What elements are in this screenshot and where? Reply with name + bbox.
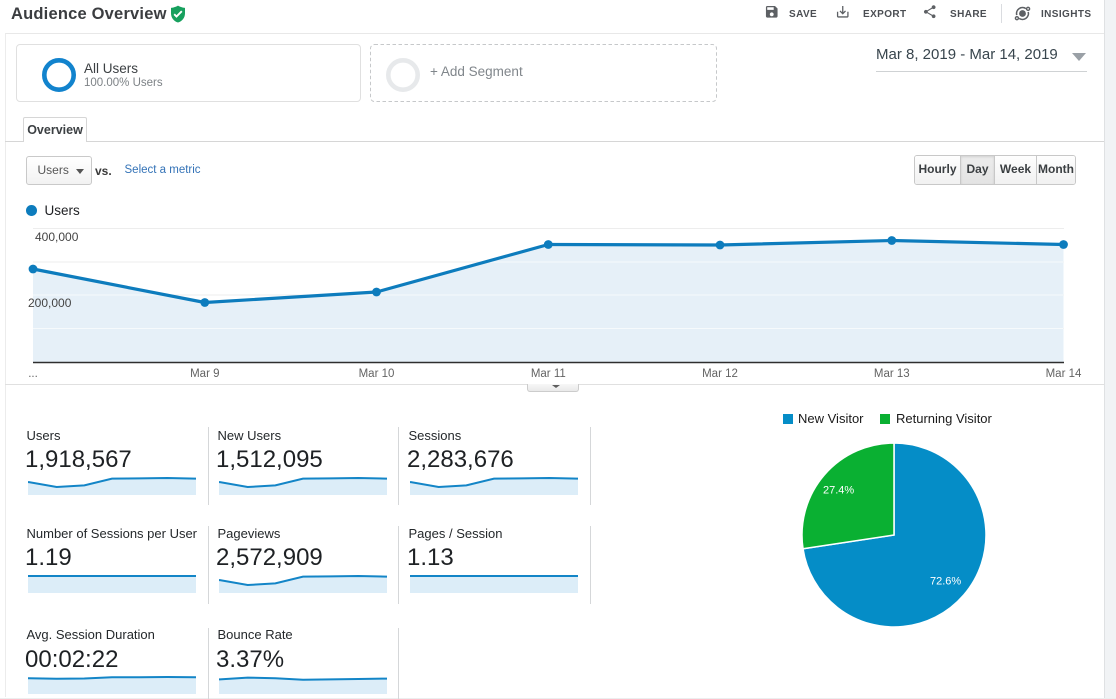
svg-text:27.4%: 27.4%: [823, 485, 854, 497]
svg-text:Mar 14: Mar 14: [1046, 368, 1082, 380]
svg-text:Mar 10: Mar 10: [359, 368, 395, 380]
svg-text:72.6%: 72.6%: [930, 576, 961, 588]
svg-text:...: ...: [28, 368, 38, 380]
svg-text:200,000: 200,000: [28, 296, 72, 310]
svg-text:Mar 9: Mar 9: [190, 368, 219, 380]
svg-text:Mar 13: Mar 13: [874, 368, 910, 380]
svg-text:400,000: 400,000: [35, 230, 79, 244]
svg-text:Mar 11: Mar 11: [531, 368, 566, 380]
svg-text:Mar 12: Mar 12: [702, 368, 738, 380]
